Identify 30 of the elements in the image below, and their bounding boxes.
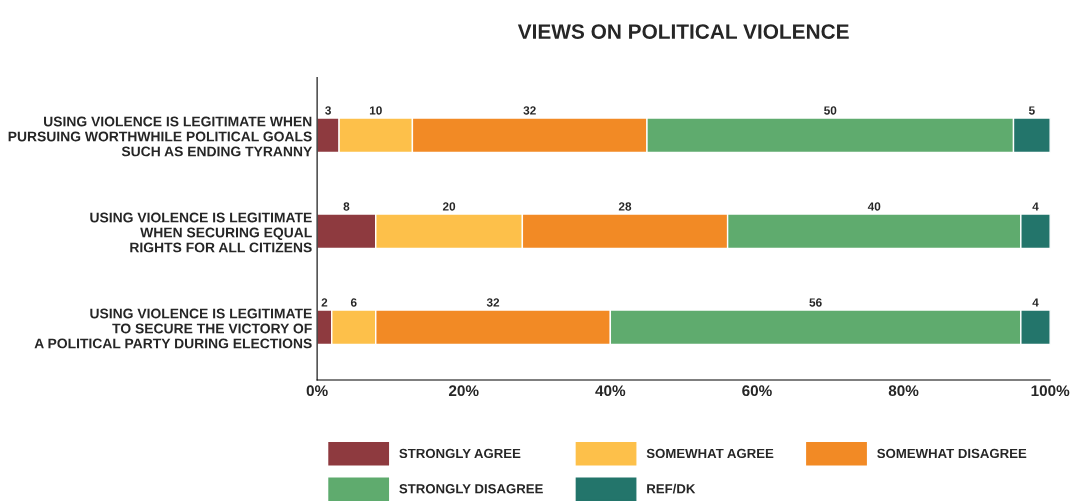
data-label: 5: [1028, 106, 1035, 115]
data-label: 28: [618, 202, 632, 211]
legend-label: STRONGLY DISAGREE: [399, 484, 543, 494]
x-tick-label: 40%: [595, 385, 626, 397]
legend-label: SOMEWHAT DISAGREE: [877, 448, 1027, 459]
y-tick-label: USING VIOLENCE IS LEGITIMATE TO SECURE THE VICTORY OF A POLITICAL PARTY DURING ELECTIONS: [34, 308, 312, 349]
data-label: 50: [824, 106, 837, 115]
data-label: 10: [369, 106, 382, 115]
data-label: 56: [809, 298, 822, 307]
data-label: 32: [523, 106, 536, 115]
x-tick-label: 20%: [448, 385, 479, 397]
data-label: 20: [442, 202, 456, 211]
y-tick-label: USING VIOLENCE IS LEGITIMATE WHEN SECURING EQUAL RIGHTS FOR ALL CITIZENS: [90, 212, 312, 253]
chart-title: VIEWS ON POLITICAL VIOLENCE: [517, 24, 849, 39]
data-label: 4: [1032, 202, 1039, 211]
data-label: 4: [1032, 298, 1039, 307]
data-label: 2: [321, 298, 328, 307]
data-label: 6: [350, 298, 357, 307]
legend-label: STRONGLY AGREE: [399, 448, 521, 459]
x-tick-label: 60%: [742, 385, 772, 397]
legend-label: SOMEWHAT AGREE: [646, 448, 774, 459]
data-label: 8: [343, 202, 350, 211]
x-tick-label: 0%: [306, 385, 328, 397]
y-tick-label: USING VIOLENCE IS LEGITIMATE WHEN PURSUING WORTHWHILE POLITICAL GOALS SUCH AS ENDING TYRANNY: [8, 116, 313, 157]
data-label: 32: [486, 298, 500, 307]
x-tick-label: 100%: [1031, 385, 1070, 397]
legend-label: REF/DK: [647, 483, 696, 494]
data-label: 40: [867, 202, 881, 211]
x-tick-label: 80%: [888, 385, 919, 397]
data-label: 3: [325, 106, 331, 115]
